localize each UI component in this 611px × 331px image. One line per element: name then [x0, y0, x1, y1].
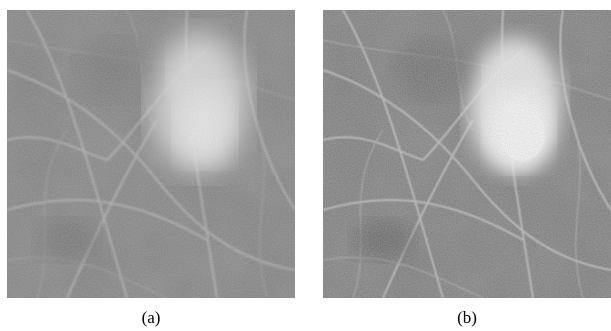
mammogram-image-b [323, 10, 611, 298]
caption-a: (a) [141, 308, 161, 327]
caption-b: (b) [457, 308, 477, 327]
image-panel-b [323, 10, 611, 298]
image-panel-a [7, 10, 295, 298]
mammogram-image-a [7, 10, 295, 298]
